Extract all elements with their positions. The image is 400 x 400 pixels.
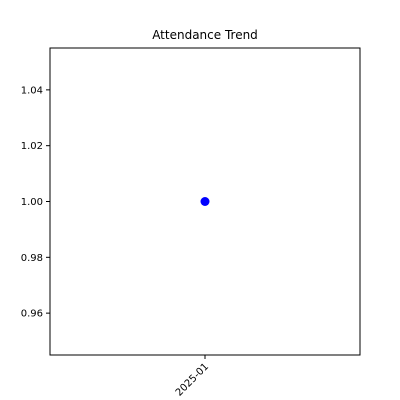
y-tick-label: 1.02	[21, 141, 43, 152]
y-tick-label: 1.00	[21, 197, 43, 208]
y-tick-label: 0.98	[21, 253, 43, 264]
data-point	[200, 197, 210, 206]
chart-title: Attendance Trend	[152, 28, 258, 42]
y-tick-label: 1.04	[21, 85, 43, 96]
y-tick-label: 0.96	[21, 309, 43, 320]
plot-frame	[49, 47, 361, 356]
data-marks	[200, 197, 210, 206]
